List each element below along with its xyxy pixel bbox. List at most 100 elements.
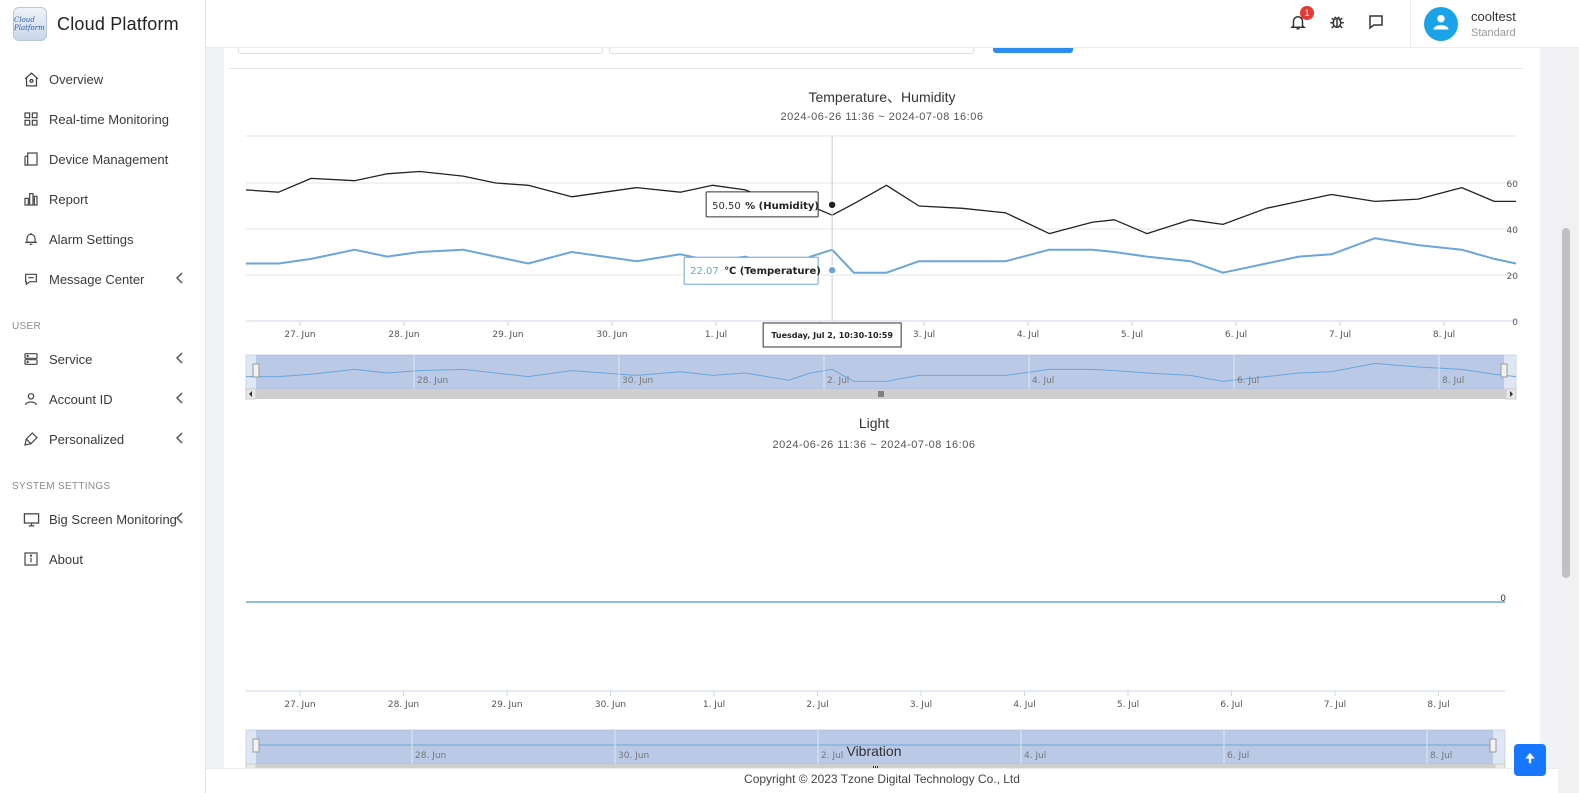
- y-tick-label: 0: [1512, 318, 1518, 328]
- back-to-top-button[interactable]: [1514, 744, 1546, 776]
- date-range-picker[interactable]: [609, 48, 974, 54]
- x-tick-label: 28. Jun: [388, 330, 419, 340]
- sidebar-item-overview[interactable]: Overview: [0, 59, 206, 99]
- page-scrollbar[interactable]: [1558, 48, 1579, 793]
- x-tick-label: 5. Jul: [1117, 700, 1139, 710]
- notification-button[interactable]: 1: [1287, 6, 1314, 35]
- sidebar-item-label: Account ID: [49, 391, 113, 407]
- search-button[interactable]: [993, 48, 1073, 53]
- chevron-left-icon: [175, 392, 184, 407]
- navigator-handle-right: [1489, 738, 1497, 753]
- device-icon: [22, 150, 40, 168]
- sidebar-item-message-center[interactable]: Message Center: [0, 259, 206, 299]
- y-tick-label: 40: [1507, 226, 1519, 236]
- navigator-handle-right: [1500, 363, 1508, 378]
- user-name[interactable]: cooltest: [1471, 9, 1516, 24]
- humidity-point: [827, 200, 837, 210]
- series-line-humidity: [245, 170, 1516, 235]
- x-tick-label: 27. Jun: [284, 700, 315, 710]
- sidebar-item-account-id[interactable]: Account ID: [0, 379, 206, 419]
- sidebar: Cloud Platform Cloud Platform Overview R…: [0, 0, 206, 793]
- divider: [228, 68, 1524, 69]
- sidebar-item-big-screen-monitoring[interactable]: Big Screen Monitoring: [0, 499, 206, 539]
- sidebar-item-report[interactable]: Report: [0, 179, 206, 219]
- y-tick-label: 0: [1500, 594, 1506, 604]
- humidity-tooltip-label: % (Humidity): [745, 201, 819, 212]
- humidity-tooltip-value: 50.50: [712, 201, 741, 212]
- chart-subtitle-light: 2024-06-26 11:36 ~ 2024-07-08 16:06: [772, 439, 976, 451]
- temperature-tooltip-value: 22.07: [690, 266, 719, 277]
- x-tick-label: 3. Jul: [913, 330, 935, 340]
- sidebar-item-label: Message Center: [49, 271, 145, 287]
- sidebar-item-alarm-settings[interactable]: Alarm Settings: [0, 219, 206, 259]
- x-tick-label: 28. Jun: [388, 700, 419, 710]
- logo: Cloud Platform: [13, 7, 47, 41]
- light-chart[interactable]: 27. Jun 28. Jun 29. Jun 30. Jun 1. Jul 2. Jul…: [224, 458, 1540, 768]
- sidebar-item-personalized[interactable]: Personalized: [0, 419, 206, 459]
- user-icon: [22, 390, 40, 408]
- temperature-point: [827, 265, 837, 275]
- sidebar-item-realtime-monitoring[interactable]: Real-time Monitoring: [0, 99, 206, 139]
- navigator-tick-label: 2. Jul: [827, 376, 849, 386]
- scroll-left-button: [245, 763, 257, 768]
- sidebar-item-about[interactable]: About: [0, 539, 206, 579]
- navigator-tick-label: 8. Jul: [1442, 376, 1464, 386]
- sidebar-item-label: Alarm Settings: [49, 231, 134, 247]
- x-tick-label: 3. Jul: [910, 700, 932, 710]
- sidebar-section-user: USER: [12, 321, 41, 332]
- alarm-icon: [22, 230, 40, 248]
- temperature-tooltip-box: [683, 256, 819, 285]
- scrollbar-thumb[interactable]: [1562, 228, 1570, 578]
- sidebar-item-label: Big Screen Monitoring: [49, 511, 177, 527]
- chart-title-light: Light: [858, 415, 890, 431]
- x-tick-label: 8. Jul: [1433, 330, 1455, 340]
- x-tick-label: 1. Jul: [703, 700, 725, 710]
- y-tick-label: 20: [1507, 272, 1519, 282]
- logo-text: Cloud Platform: [14, 16, 45, 32]
- copyright-text: Copyright © 2023 Tzone Digital Technolog…: [744, 772, 1020, 786]
- chevron-left-icon: [175, 272, 184, 287]
- sidebar-item-service[interactable]: Service: [0, 339, 206, 379]
- bar-chart-icon: [22, 190, 40, 208]
- y-tick-label: 60: [1507, 180, 1519, 190]
- sidebar-section-system: SYSTEM SETTINGS: [12, 481, 111, 492]
- sidebar-item-device-management[interactable]: Device Management: [0, 139, 206, 179]
- footer: Copyright © 2023 Tzone Digital Technolog…: [206, 768, 1558, 793]
- x-tick-label: 30. Jun: [596, 330, 627, 340]
- x-tick-label: 29. Jun: [492, 330, 523, 340]
- divider: [1410, 0, 1411, 48]
- brand[interactable]: Cloud Platform Cloud Platform: [0, 0, 205, 48]
- notification-badge: 1: [1300, 6, 1314, 20]
- sidebar-item-label: Report: [49, 191, 89, 207]
- info-icon: [22, 550, 40, 568]
- arrow-left-icon: [249, 391, 252, 397]
- x-tick-label: 5. Jul: [1121, 330, 1143, 340]
- x-tick-label: 8. Jul: [1427, 700, 1449, 710]
- chart-card: Temperature、Humidity 2024-06-26 11:36 ~ …: [224, 48, 1540, 768]
- navigator-tick-label: 28. Jun: [415, 751, 446, 761]
- time-tooltip-box: [762, 322, 902, 348]
- messages-button[interactable]: [1365, 13, 1387, 35]
- navigator-handle-left: [252, 738, 260, 753]
- main-content: Temperature、Humidity 2024-06-26 11:36 ~ …: [206, 48, 1558, 768]
- arrow-up-icon: [1523, 751, 1537, 770]
- x-tick-label: 7. Jul: [1324, 700, 1346, 710]
- x-tick-label: 6. Jul: [1225, 330, 1247, 340]
- temperature-tooltip-label: ℃ (Temperature): [724, 266, 821, 277]
- device-select[interactable]: [238, 48, 603, 54]
- debug-button[interactable]: [1326, 13, 1348, 35]
- sidebar-item-label: Personalized: [49, 431, 125, 447]
- humidity-tooltip-box: [705, 191, 819, 218]
- chart-subtitle-temp-humidity: 2024-06-26 11:36 ~ 2024-07-08 16:06: [780, 111, 984, 123]
- sidebar-item-label: Overview: [49, 71, 104, 87]
- x-tick-label: 4. Jul: [1017, 330, 1039, 340]
- chart-title-vibration: Vibration: [846, 743, 902, 759]
- avatar[interactable]: [1424, 7, 1458, 41]
- navigator-tick-label: 8. Jul: [1430, 751, 1452, 761]
- sidebar-item-label: Real-time Monitoring: [49, 111, 169, 127]
- temp-humidity-chart[interactable]: 27. Jun 28. Jun 29. Jun 30. Jun 1. Jul 2. Jul…: [224, 130, 1540, 400]
- scroll-right-button: [1494, 763, 1506, 768]
- arrow-right-icon: [1510, 391, 1513, 397]
- x-tick-label: 1. Jul: [705, 330, 727, 340]
